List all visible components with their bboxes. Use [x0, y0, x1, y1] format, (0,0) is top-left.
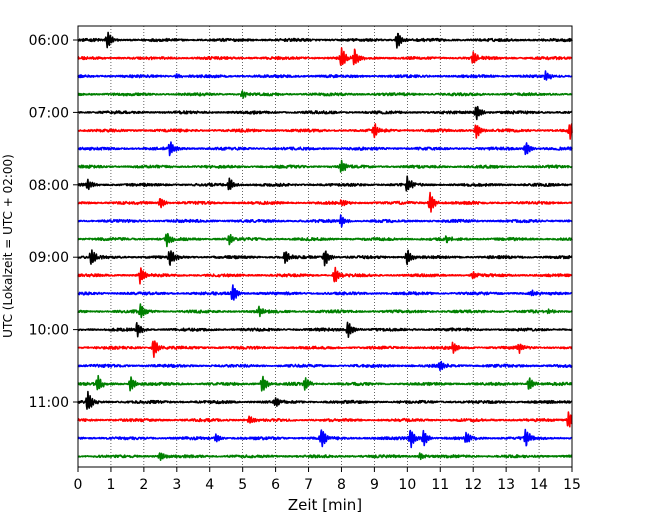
- seismic-trace: [77, 360, 573, 372]
- x-tick-label: 8: [337, 477, 346, 493]
- y-tick-label: 10:00: [29, 323, 69, 339]
- seismic-trace: [77, 47, 573, 66]
- y-tick-label: 08:00: [29, 178, 69, 194]
- y-tick-label: 07:00: [29, 105, 69, 121]
- seismic-trace: [77, 266, 573, 285]
- seismic-trace: [77, 452, 573, 461]
- seismic-trace: [77, 123, 573, 140]
- seismic-trace: [77, 249, 573, 267]
- seismic-traces: [77, 31, 573, 461]
- x-tick-label: 11: [431, 477, 449, 493]
- seismic-trace: [77, 191, 573, 213]
- y-tick-label: 06:00: [29, 33, 69, 49]
- x-tick-label: 10: [398, 477, 416, 493]
- x-tick-label: 9: [370, 477, 379, 493]
- x-tick-label: 12: [464, 477, 482, 493]
- seismic-trace: [77, 340, 573, 358]
- x-tick-label: 0: [74, 477, 83, 493]
- seismic-trace: [77, 232, 573, 248]
- x-tick-label: 14: [530, 477, 548, 493]
- seismic-trace: [77, 214, 573, 228]
- seismic-trace: [77, 105, 573, 121]
- seismic-trace: [77, 70, 573, 81]
- x-tick-label: 15: [563, 477, 581, 493]
- plot-frame: [77, 25, 573, 468]
- seismic-trace: [77, 175, 573, 192]
- seismic-trace: [77, 159, 573, 173]
- y-axis-label: UTC (Lokalzeit = UTC + 02:00): [1, 154, 15, 338]
- x-axis-label: Zeit [min]: [288, 496, 362, 514]
- x-tick-label: 3: [172, 477, 181, 493]
- x-tick-label: 4: [205, 477, 214, 493]
- seismic-trace: [77, 90, 573, 99]
- seismic-trace: [77, 390, 573, 410]
- x-tick-label: 7: [304, 477, 313, 493]
- x-tick-label: 1: [106, 477, 115, 493]
- x-axis-ticks: 0 1 2 3 4 5 6 7 8 9 10 11 12 13 14 15: [74, 467, 581, 493]
- y-axis-ticks: 06:00 07:00 08:00 09:00 10:00 11:00: [29, 33, 78, 411]
- y-tick-label: 09:00: [29, 250, 69, 266]
- x-tick-label: 13: [497, 477, 515, 493]
- y-tick-label: 11:00: [29, 395, 69, 411]
- seismic-trace: [77, 31, 573, 49]
- seismic-trace: [77, 321, 573, 338]
- seismic-trace: [77, 374, 573, 392]
- seismic-trace: [77, 141, 573, 157]
- seismic-trace: [77, 428, 573, 449]
- seismic-trace: [77, 411, 573, 428]
- seismic-trace: [77, 303, 573, 319]
- seismic-trace: [77, 284, 573, 301]
- x-tick-label: 6: [271, 477, 280, 493]
- x-tick-label: 2: [139, 477, 148, 493]
- x-tick-label: 5: [238, 477, 247, 493]
